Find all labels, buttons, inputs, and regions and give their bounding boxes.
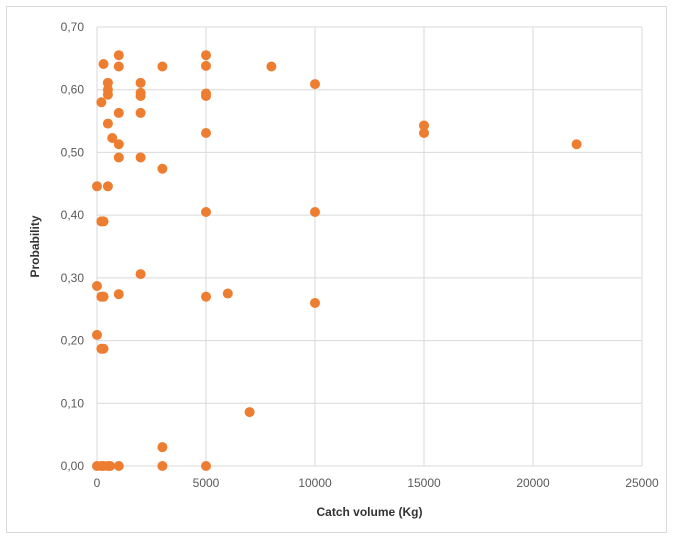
data-point [310, 207, 320, 218]
data-point [201, 60, 211, 71]
y-tick-label: 0,40 [61, 208, 85, 222]
y-tick-label: 0,70 [61, 20, 85, 34]
chart-frame: 0,00 0,10 0,20 0,30 0,40 0,50 0,60 0,70 0 5000 10… [6, 6, 667, 533]
x-tick-label: 0 [94, 476, 101, 490]
data-point [201, 90, 211, 101]
data-point [135, 90, 146, 101]
data-point [201, 207, 211, 218]
data-point [113, 50, 124, 61]
y-tick-label: 0,50 [61, 145, 85, 159]
data-point [113, 289, 124, 300]
y-axis-title: Probability [28, 215, 42, 277]
x-axis-title: Catch volume (Kg) [316, 505, 422, 519]
data-point [98, 343, 109, 354]
data-point [113, 107, 124, 118]
data-point [244, 407, 255, 418]
data-point [102, 77, 113, 88]
data-point [310, 79, 320, 90]
data-point [113, 152, 124, 163]
data-point [113, 461, 124, 471]
data-point [157, 163, 168, 174]
x-tick-label: 20000 [516, 476, 550, 490]
data-point [135, 269, 146, 280]
y-tick-label: 0,00 [61, 459, 85, 473]
data-point [102, 118, 113, 129]
data-point [98, 216, 109, 227]
data-point [201, 50, 211, 61]
data-point [419, 120, 429, 131]
data-point [135, 77, 146, 88]
data-point [310, 297, 320, 308]
data-point [157, 442, 168, 453]
y-tick-label: 0,20 [61, 334, 85, 348]
data-point [102, 89, 113, 100]
data-point [107, 133, 118, 144]
x-tick-label: 5000 [193, 476, 220, 490]
data-point [201, 461, 211, 471]
data-point [113, 61, 124, 72]
data-point [113, 139, 124, 150]
y-tick-label: 0,30 [61, 271, 85, 285]
data-point [571, 139, 582, 150]
x-tick-label: 15000 [407, 476, 441, 490]
x-tick-label: 25000 [625, 476, 659, 490]
data-point [222, 288, 233, 299]
data-points [92, 50, 582, 471]
data-point [419, 127, 429, 138]
data-point [98, 291, 109, 302]
grid [96, 26, 643, 467]
data-point [157, 461, 168, 471]
y-tick-labels: 0,00 0,10 0,20 0,30 0,40 0,50 0,60 0,70 [61, 20, 85, 473]
data-point [102, 181, 113, 192]
data-point [135, 152, 146, 163]
data-point [135, 107, 146, 118]
y-tick-label: 0,10 [61, 396, 85, 410]
data-point [201, 291, 211, 302]
x-tick-label: 10000 [298, 476, 332, 490]
scatter-chart: 0,00 0,10 0,20 0,30 0,40 0,50 0,60 0,70 0 5000 10… [28, 20, 659, 519]
data-point [92, 281, 102, 292]
data-point [98, 59, 109, 70]
data-point [266, 61, 277, 72]
x-tick-labels: 0 5000 10000 15000 20000 25000 [94, 476, 659, 490]
data-point [157, 61, 168, 72]
data-point [201, 127, 211, 138]
y-tick-label: 0,60 [61, 83, 85, 97]
data-point [92, 329, 102, 340]
data-point [92, 181, 102, 192]
data-point [96, 97, 107, 108]
data-point [105, 461, 116, 471]
